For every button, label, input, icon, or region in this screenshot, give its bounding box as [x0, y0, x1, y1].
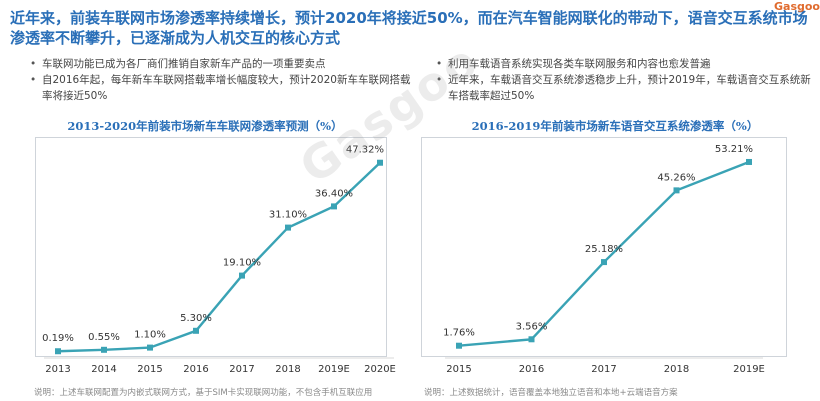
- right-data-point: [601, 259, 607, 266]
- left-x-tick-label: 2016: [183, 364, 208, 375]
- right-data-point: [456, 342, 462, 349]
- right-bullet-list: 利用车载语音系统实现各类车联网服务和内容也愈发普遍 近年来，车载语音交互系统渗透…: [436, 56, 820, 104]
- left-x-tick-label: 2018: [275, 364, 300, 375]
- left-bullet-item: 车联网功能已成为各厂商们推销自家新车产品的一项重要卖点: [30, 56, 415, 72]
- brand-logo: Gasgoo: [774, 0, 820, 13]
- right-data-label: 3.56%: [516, 321, 548, 332]
- left-series-line: [57, 161, 381, 353]
- right-bullet-item: 利用车载语音系统实现各类车联网服务和内容也愈发普遍: [436, 56, 820, 72]
- right-chart-note: 说明：上述数据统计，语音覆盖本地独立语音和本地+云端语音方案: [424, 388, 678, 398]
- left-x-tick-label: 2017: [229, 364, 254, 375]
- left-data-label: 1.10%: [134, 330, 166, 341]
- page-headline: 近年来，前装车联网市场渗透率持续增长，预计2020年将接近50%，而在汽车智能网…: [10, 9, 808, 47]
- right-chart-frame: [421, 137, 787, 357]
- left-x-tick-label: 2014: [91, 364, 116, 375]
- right-x-tick-label: 2019E: [733, 364, 765, 375]
- right-chart-title: 2016-2019年前装市场新车语音交互系统渗透率（%）: [471, 119, 759, 133]
- left-x-tick-label: 2020E: [364, 364, 396, 375]
- right-data-label: 45.26%: [657, 172, 695, 183]
- right-bullet-item: 近年来，车载语音交互系统渗透稳步上升，预计2019年，车载语音交互系统新车搭载率…: [436, 72, 820, 104]
- left-data-point: [285, 224, 291, 231]
- left-chart-frame: [35, 137, 387, 357]
- left-chart-title: 2013-2020年前装市场新车车联网渗透率预测（%）: [67, 119, 343, 133]
- right-x-tick-label: 2018: [664, 364, 689, 375]
- left-data-label: 0.19%: [42, 333, 74, 344]
- left-chart-note: 说明：上述车联网配置为内嵌式联网方式，基于SIM卡实现联网功能，不包含手机互联应…: [34, 388, 373, 398]
- left-data-point: [101, 346, 107, 353]
- left-data-label: 19.10%: [223, 258, 261, 269]
- left-data-point: [193, 327, 199, 334]
- left-data-point: [55, 348, 61, 355]
- left-bullet-list: 车联网功能已成为各厂商们推销自家新车产品的一项重要卖点 自2016年起，每年新车…: [30, 56, 415, 104]
- left-x-tick-label: 2019E: [318, 364, 350, 375]
- left-data-point: [331, 203, 337, 210]
- left-bullet-item: 自2016年起，每年新车车联网搭载率增长幅度较大，预计2020新车车联网搭载率将…: [30, 72, 415, 104]
- left-data-label: 31.10%: [269, 210, 307, 221]
- left-data-point: [147, 344, 153, 351]
- left-data-point: [239, 272, 245, 279]
- left-x-tick-label: 2015: [137, 364, 162, 375]
- left-data-label: 5.30%: [180, 313, 212, 324]
- right-x-tick-label: 2015: [446, 364, 471, 375]
- right-data-label: 53.21%: [715, 144, 753, 155]
- right-data-point: [673, 187, 680, 194]
- right-data-label: 1.76%: [443, 328, 475, 339]
- right-x-tick-label: 2017: [591, 364, 616, 375]
- right-data-label: 25.18%: [585, 244, 623, 255]
- left-data-point: [377, 159, 383, 166]
- left-x-tick-label: 2013: [45, 364, 70, 375]
- left-data-label: 0.55%: [88, 332, 120, 343]
- left-data-label: 47.32%: [346, 145, 384, 156]
- left-data-label: 36.40%: [315, 188, 353, 199]
- right-data-point: [528, 336, 535, 343]
- right-data-point: [746, 158, 752, 165]
- right-x-tick-label: 2016: [519, 364, 544, 375]
